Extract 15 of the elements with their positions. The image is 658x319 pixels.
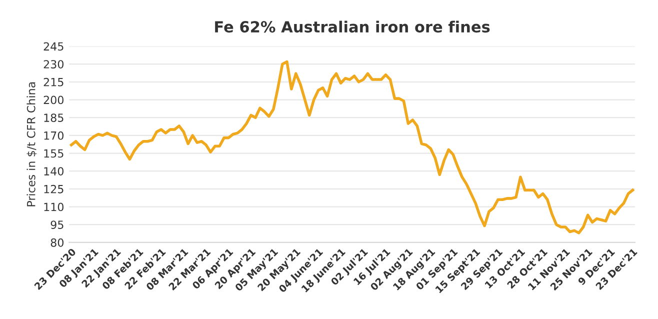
y-tick-label: 200 (44, 96, 64, 104)
y-tick-label: 215 (44, 78, 64, 86)
y-axis-title: Prices in $/t CFR China (26, 82, 37, 206)
y-tick-label: 110 (44, 202, 64, 212)
y-tick-label: 95 (50, 220, 64, 229)
y-tick-label: 170 (44, 131, 64, 140)
y-tick-label: 245 (44, 42, 64, 51)
y-tick-label: 155 (44, 149, 64, 158)
y-tick-label: 125 (44, 184, 64, 194)
y-tick-label: 80 (50, 238, 64, 247)
y-tick-label: 140 (44, 167, 64, 176)
y-tick-label: 230 (44, 60, 64, 68)
chart-title: Fe 62% Australian iron ore fines (215, 20, 490, 33)
y-tick-label: 185 (44, 114, 64, 122)
line-series (70, 60, 634, 234)
